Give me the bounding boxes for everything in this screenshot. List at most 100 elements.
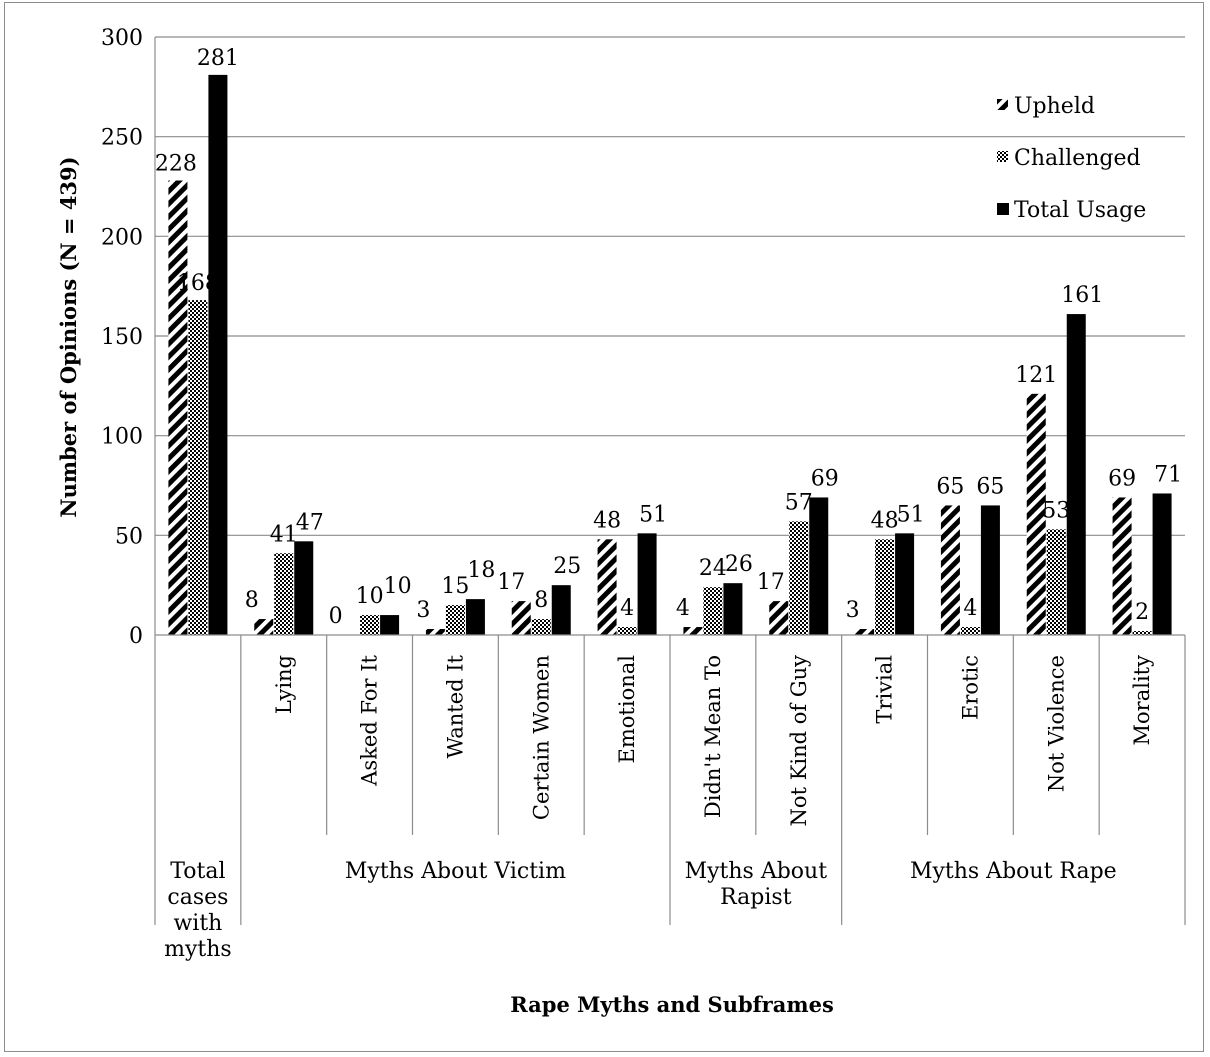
bar-total-usage <box>637 533 657 635</box>
bar-challenged <box>617 627 637 635</box>
data-label: 25 <box>553 554 581 579</box>
bar-challenged <box>188 300 208 635</box>
data-label: 8 <box>245 588 259 613</box>
bar-challenged <box>960 627 980 635</box>
data-label: 24 <box>699 556 727 581</box>
bar-challenged <box>1046 529 1066 635</box>
data-label: 3 <box>846 598 860 623</box>
data-label: 17 <box>757 570 785 595</box>
group-label: Total cases with myths <box>164 859 232 962</box>
category-label: Emotional <box>615 655 639 764</box>
group-label: Myths About Rapist <box>685 859 828 910</box>
data-label: 17 <box>497 570 525 595</box>
data-label: 10 <box>384 574 412 599</box>
bar-upheld <box>511 601 531 635</box>
legend: Upheld Challenged Total Usage <box>997 94 1146 223</box>
data-label: 65 <box>976 474 1004 499</box>
data-label: 4 <box>620 596 634 621</box>
bar-challenged <box>360 615 380 635</box>
data-label: 47 <box>296 510 324 535</box>
data-label: 161 <box>1061 283 1103 308</box>
bar-upheld <box>769 601 789 635</box>
y-tick-label: 200 <box>101 225 143 250</box>
data-label: 57 <box>785 490 813 515</box>
group-label-line: Myths About Victim <box>345 859 566 884</box>
data-label: 18 <box>467 558 495 583</box>
gridlines <box>155 36 1185 536</box>
bar-total-usage <box>208 74 228 635</box>
category-label: Not Kind of Guy <box>787 655 811 827</box>
legend-label: Challenged <box>1014 146 1141 171</box>
legend-swatch-total-usage <box>997 203 1009 215</box>
bar-challenged <box>274 553 294 635</box>
bar-upheld <box>1026 393 1046 635</box>
data-label: 4 <box>676 596 690 621</box>
data-label: 121 <box>1015 363 1057 388</box>
bar-upheld <box>855 629 875 635</box>
group-label-line: cases <box>167 885 228 910</box>
data-label: 3 <box>416 598 430 623</box>
bar-total-usage <box>895 533 915 635</box>
data-label: 48 <box>871 508 899 533</box>
bars <box>168 74 1172 635</box>
data-label: 281 <box>197 46 239 71</box>
category-label: Asked For It <box>358 654 382 786</box>
data-label: 48 <box>593 508 621 533</box>
category-label: Not Violence <box>1044 655 1068 792</box>
data-label: 8 <box>534 588 548 613</box>
category-label: Erotic <box>958 655 982 720</box>
group-label-line: with <box>173 911 222 936</box>
bar-challenged <box>1132 631 1152 635</box>
group-label-line: Myths About <box>685 859 828 884</box>
y-tick-label: 50 <box>115 524 143 549</box>
bar-total-usage <box>1152 493 1172 635</box>
category-label: Trivial <box>873 655 897 724</box>
bar-total-usage <box>809 497 829 635</box>
y-tick-label: 0 <box>129 624 143 649</box>
y-tick-label: 100 <box>101 425 143 450</box>
category-label: Certain Women <box>529 655 553 820</box>
group-label-line: Rapist <box>720 885 792 910</box>
group-label: Myths About Rape <box>910 859 1117 884</box>
bar-total-usage <box>723 583 743 635</box>
category-label: Wanted It <box>443 654 467 758</box>
group-label-line: Myths About Rape <box>910 859 1117 884</box>
bar-total-usage <box>551 585 571 635</box>
bar-challenged <box>531 619 551 635</box>
legend-label: Upheld <box>1014 94 1095 119</box>
data-label: 51 <box>897 502 925 527</box>
group-label: Myths About Victim <box>345 859 566 884</box>
bar-total-usage <box>980 505 1000 635</box>
group-label-line: myths <box>164 937 232 962</box>
bar-upheld <box>597 539 617 635</box>
bar-challenged <box>445 605 465 635</box>
data-label: 10 <box>356 584 384 609</box>
category-label: Morality <box>1130 655 1154 746</box>
data-label: 4 <box>963 596 977 621</box>
legend-swatch-upheld <box>997 99 1008 110</box>
bar-challenged <box>703 587 723 635</box>
data-label: 0 <box>329 604 343 629</box>
bar-upheld <box>425 629 445 635</box>
x-axis-title: Rape Myths and Subframes <box>510 992 834 1017</box>
y-tick-label: 150 <box>101 325 143 350</box>
category-label: Lying <box>272 655 296 714</box>
y-axis-title: Number of Opinions (N = 439) <box>56 156 81 517</box>
data-label: 168 <box>177 271 219 296</box>
data-label: 69 <box>811 466 839 491</box>
bar-upheld <box>683 627 703 635</box>
legend-label: Total Usage <box>1014 198 1146 223</box>
bar-total-usage <box>294 541 314 635</box>
category-label: Didn't Mean To <box>701 655 725 818</box>
group-label-line: Total <box>170 859 225 884</box>
data-label: 53 <box>1042 498 1070 523</box>
bar-upheld <box>254 619 274 635</box>
bar-upheld <box>940 505 960 635</box>
data-label: 51 <box>639 502 667 527</box>
data-label: 15 <box>441 574 469 599</box>
data-label: 228 <box>155 152 197 177</box>
data-label: 71 <box>1154 462 1182 487</box>
data-label: 41 <box>270 522 298 547</box>
